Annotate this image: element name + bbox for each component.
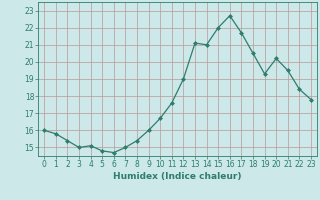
X-axis label: Humidex (Indice chaleur): Humidex (Indice chaleur) [113, 172, 242, 181]
